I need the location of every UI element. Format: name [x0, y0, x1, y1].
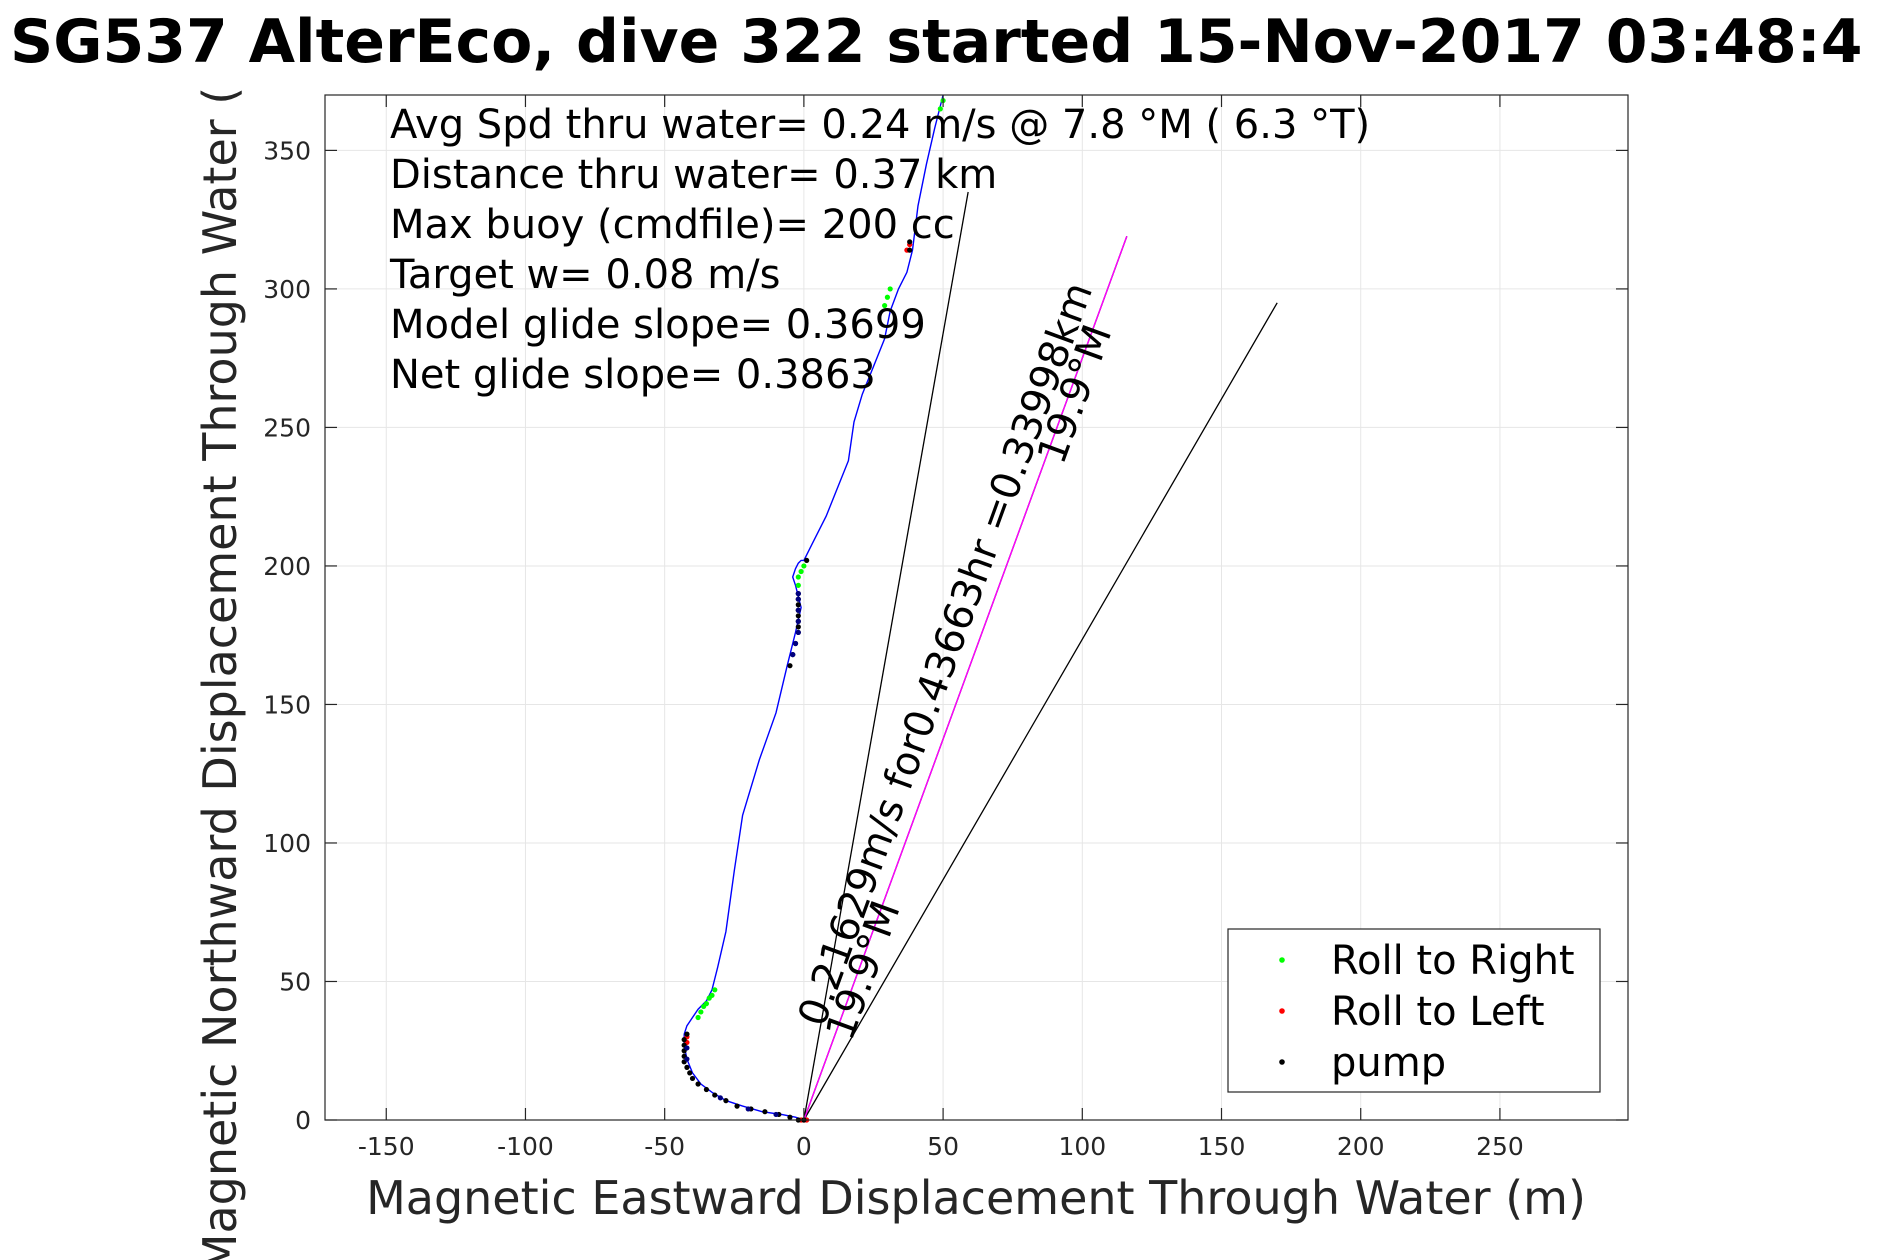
legend: Roll to Right Roll to Left pump — [1227, 928, 1601, 1093]
data-point — [695, 1081, 701, 1087]
legend-marker — [1279, 957, 1285, 963]
data-point — [703, 1086, 710, 1093]
data-point — [684, 1031, 690, 1037]
data-point — [795, 629, 801, 636]
markers — [681, 97, 946, 1123]
data-point — [712, 1092, 718, 1098]
data-point — [795, 591, 801, 597]
data-point — [792, 640, 799, 647]
data-point — [709, 992, 715, 998]
legend-label: pump — [1331, 1040, 1446, 1086]
series-line — [803, 236, 1128, 1121]
data-point — [723, 1098, 729, 1104]
data-point — [907, 239, 913, 245]
y-tick-label: 50 — [279, 967, 311, 996]
y-axis-label: Magnetic Northward Displacement Through … — [193, 87, 247, 1260]
series-line — [683, 94, 944, 1121]
data-point — [937, 106, 943, 112]
data-point — [689, 1075, 696, 1082]
legend-marker — [1279, 1059, 1285, 1065]
x-axis-label: Magnetic Eastward Displacement Through W… — [366, 1171, 1586, 1225]
data-point — [795, 596, 801, 602]
data-point — [795, 582, 801, 588]
data-point — [684, 1064, 690, 1070]
plot-border — [324, 94, 1629, 1121]
y-tick-label: 150 — [263, 690, 311, 719]
data-point — [887, 286, 893, 292]
annotation-line: Distance thru water= 0.37 km — [390, 152, 997, 198]
y-tick-label: 350 — [263, 136, 311, 165]
data-point — [882, 302, 888, 309]
reference-line — [803, 191, 969, 1121]
x-tick-label: 50 — [927, 1132, 959, 1161]
annotation-line: Max buoy (cmdfile)= 200 cc — [390, 202, 955, 248]
data-point — [687, 1070, 693, 1076]
legend-box — [1227, 928, 1601, 1093]
annotation-line: Model glide slope= 0.3699 — [390, 302, 926, 348]
x-tick-label: 250 — [1476, 1132, 1524, 1161]
data-point — [681, 1037, 687, 1043]
x-tick-label: 0 — [796, 1132, 812, 1161]
y-tick-label: 100 — [263, 829, 311, 858]
data-point — [884, 294, 891, 300]
data-point — [695, 1014, 701, 1021]
y-tick-label: 200 — [263, 552, 311, 581]
data-point — [773, 1111, 779, 1118]
annotation-line: Target w= 0.08 m/s — [389, 252, 780, 298]
annotation-line: Net glide slope= 0.3863 — [390, 352, 876, 398]
data-point — [795, 618, 801, 624]
data-point — [798, 568, 804, 575]
data-point — [745, 1106, 751, 1112]
legend-marker — [1279, 1008, 1285, 1014]
data-point — [684, 1045, 690, 1051]
data-point — [801, 563, 807, 569]
data-point — [762, 1109, 768, 1115]
y-tick-label: 300 — [263, 275, 311, 304]
data-point — [795, 602, 801, 608]
reference-line — [803, 302, 1278, 1121]
data-point — [795, 607, 801, 613]
data-point — [684, 1056, 690, 1062]
data-point — [790, 651, 796, 658]
data-point — [804, 557, 810, 564]
data-point — [703, 1001, 710, 1007]
x-tick-label: -100 — [497, 1132, 554, 1161]
data-point — [795, 574, 801, 580]
data-point — [712, 987, 718, 993]
data-point — [795, 613, 801, 619]
x-tick-label: 100 — [1058, 1132, 1106, 1161]
data-point — [795, 624, 801, 630]
x-tick-label: 150 — [1198, 1132, 1246, 1161]
x-tick-label: -50 — [644, 1132, 685, 1161]
legend-label: Roll to Right — [1331, 938, 1575, 984]
data-point — [787, 1114, 793, 1120]
data-point — [698, 1009, 704, 1015]
y-tick-label: 0 — [295, 1106, 311, 1135]
data-point — [734, 1103, 740, 1109]
series-lines — [683, 94, 1128, 1121]
x-tick-label: -150 — [358, 1132, 415, 1161]
y-tick-label: 250 — [263, 413, 311, 442]
x-axis: -150 -100 -50 0 50 100 150 200 250 — [358, 95, 1524, 1161]
chart-title: SG537 AlterEco, dive 322 started 15-Nov-… — [10, 7, 1863, 77]
annotation-line: Avg Spd thru water= 0.24 m/s @ 7.8 °M ( … — [390, 102, 1370, 148]
y-axis: 0 50 100 150 200 250 300 350 — [263, 136, 1628, 1135]
annotation-block: Avg Spd thru water= 0.24 m/s @ 7.8 °M ( … — [389, 102, 1370, 398]
x-tick-label: 200 — [1337, 1132, 1385, 1161]
data-point — [907, 247, 913, 253]
data-point — [787, 663, 793, 669]
legend-label: Roll to Left — [1331, 989, 1545, 1035]
data-point — [717, 1095, 723, 1101]
